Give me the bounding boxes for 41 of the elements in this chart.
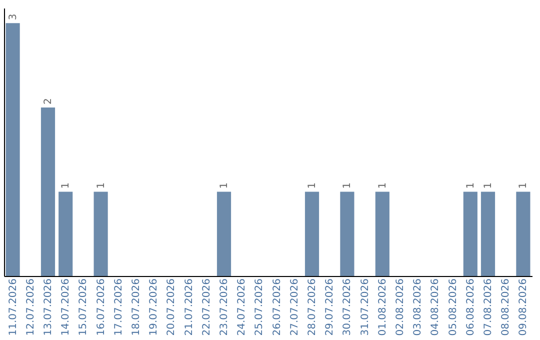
x-tick-label: 20.07.2026 [166,278,178,336]
x-tick-label: 07.08.2026 [483,278,494,336]
x-tick-label: 29.07.2026 [324,278,336,336]
x-tick-label: 15.07.2026 [78,278,90,336]
x-tick-label: 27.07.2026 [289,278,300,336]
data-label: 3 [8,14,19,20]
data-label: 1 [219,182,230,189]
data-label: 1 [307,182,318,189]
x-tick-label: 12.07.2026 [25,278,36,336]
x-tick-label: 16.07.2026 [96,278,107,336]
x-tick-label: 02.08.2026 [395,278,406,336]
data-label: 1 [96,182,107,189]
data-label: 1 [377,182,388,189]
data-label: 1 [483,182,494,189]
x-tick-label: 24.07.2026 [236,278,248,336]
x-tick-label: 31.07.2026 [360,278,371,336]
data-label: 1 [60,182,72,189]
x-tick-label: 28.07.2026 [307,278,318,336]
x-tick-label: 26.07.2026 [272,278,283,336]
data-label: 2 [43,98,54,104]
x-tick-label: 09.08.2026 [518,278,530,336]
x-tick-label: 22.07.2026 [201,278,212,336]
x-tick-label: 18.07.2026 [131,278,142,336]
x-tick-label: 14.07.2026 [60,278,72,336]
x-tick-label: 08.08.2026 [500,278,512,336]
data-label: 1 [342,182,354,189]
x-tick-label: 04.08.2026 [430,278,442,336]
x-tick-label: 06.08.2026 [465,278,476,336]
x-tick-label: 21.07.2026 [184,278,195,336]
x-tick-label: 25.07.2026 [254,278,266,336]
x-tick-label: 13.07.2026 [43,278,54,336]
data-label: 1 [465,182,476,189]
x-tick-label: 17.07.2026 [113,278,124,336]
x-tick-label: 23.07.2026 [219,278,230,336]
x-tick-label: 11.07.2026 [8,278,19,336]
data-label: 1 [518,182,530,189]
x-tick-label: 19.07.2026 [148,278,160,336]
x-tick-label: 01.08.2026 [377,278,388,336]
x-tick-label: 30.07.2026 [342,278,354,336]
x-tick-label: 03.08.2026 [412,278,424,336]
x-tick-label: 05.08.2026 [448,278,459,336]
